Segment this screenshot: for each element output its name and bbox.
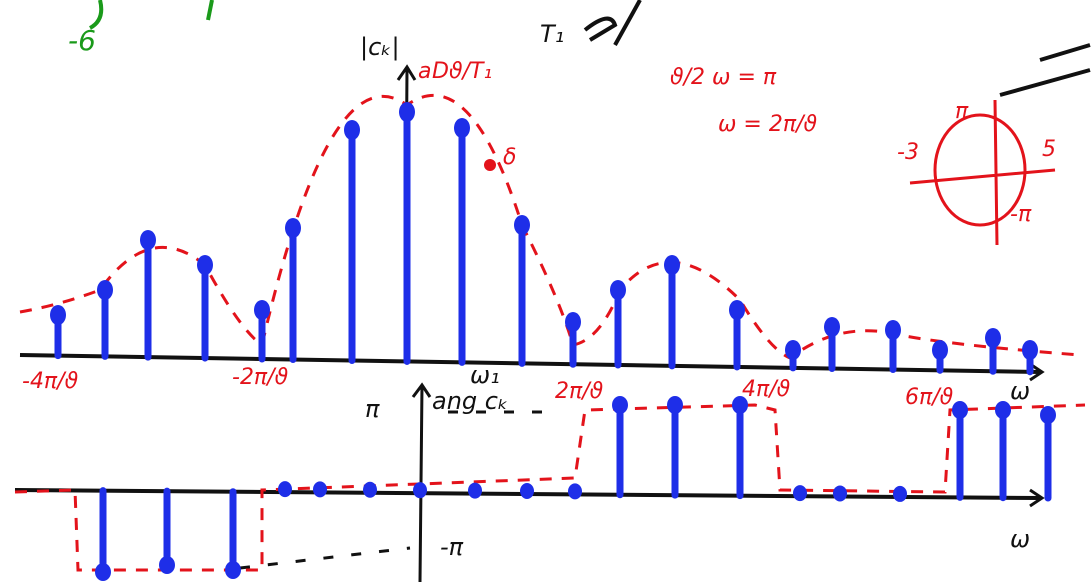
dot xyxy=(893,486,907,502)
stem-head xyxy=(344,120,360,140)
stem-head xyxy=(932,340,948,360)
dot xyxy=(313,481,327,497)
stem-head xyxy=(254,300,270,320)
label: Dϑ/T₁ xyxy=(432,59,492,84)
stem-head xyxy=(197,255,213,275)
label: 4π/ϑ xyxy=(742,377,791,402)
dot xyxy=(793,485,807,501)
stem-head xyxy=(985,328,1001,348)
label: ω = 2π/ϑ xyxy=(718,112,817,137)
stem-head xyxy=(399,102,415,122)
label: π xyxy=(955,99,969,124)
stem-head xyxy=(824,317,840,337)
label: δ xyxy=(503,145,516,170)
stem-head xyxy=(667,396,683,414)
label: ϑ/2 ω = π xyxy=(670,65,777,90)
stem-head xyxy=(454,118,470,138)
dot xyxy=(468,483,482,499)
stem-head xyxy=(97,280,113,300)
stem-head xyxy=(514,215,530,235)
stem-head xyxy=(159,556,175,574)
whiteboard: -6 T₁ |cₖ| Dϑ/T₁ a ϑ/2 ω = π ω = 2π/ϑ δ … xyxy=(0,0,1091,586)
stem-head xyxy=(729,300,745,320)
label: -π xyxy=(1010,202,1032,227)
stem-head xyxy=(50,305,66,325)
stem-head xyxy=(610,280,626,300)
label: |cₖ| xyxy=(360,33,400,61)
dot xyxy=(520,483,534,499)
stem-head xyxy=(885,320,901,340)
label: -6 xyxy=(68,24,96,57)
label: 2π/ϑ xyxy=(555,379,604,404)
stem-head xyxy=(785,340,801,360)
dot xyxy=(568,483,582,499)
label: a xyxy=(418,59,431,84)
stem-head xyxy=(732,396,748,414)
label: 5 xyxy=(1042,137,1056,162)
marker xyxy=(484,159,496,171)
label: ω xyxy=(1010,377,1030,405)
stem-head xyxy=(95,563,111,581)
dot xyxy=(278,481,292,497)
dot xyxy=(413,482,427,498)
label: ang cₖ xyxy=(432,387,508,415)
label: ω xyxy=(1010,525,1030,553)
stem-head xyxy=(285,218,301,238)
stem-head xyxy=(140,230,156,250)
stem-head xyxy=(995,401,1011,419)
label: -π xyxy=(440,533,464,561)
page: -6 T₁ |cₖ| Dϑ/T₁ a ϑ/2 ω = π ω = 2π/ϑ δ … xyxy=(0,0,1091,586)
dot xyxy=(833,485,847,501)
dot xyxy=(363,482,377,498)
label: -3 xyxy=(897,140,919,165)
stem-head xyxy=(225,561,241,579)
stem-head xyxy=(952,401,968,419)
label: 6π/ϑ xyxy=(905,385,954,410)
stem-head xyxy=(565,312,581,332)
label: T₁ xyxy=(540,20,564,48)
label: -2π/ϑ xyxy=(232,365,289,390)
stem-head xyxy=(1040,406,1056,424)
stem-head xyxy=(664,255,680,275)
label: π xyxy=(365,395,380,423)
stem-head xyxy=(612,396,628,414)
label: -4π/ϑ xyxy=(22,369,79,394)
label: ω₁ xyxy=(470,361,500,389)
stem-head xyxy=(1022,340,1038,360)
